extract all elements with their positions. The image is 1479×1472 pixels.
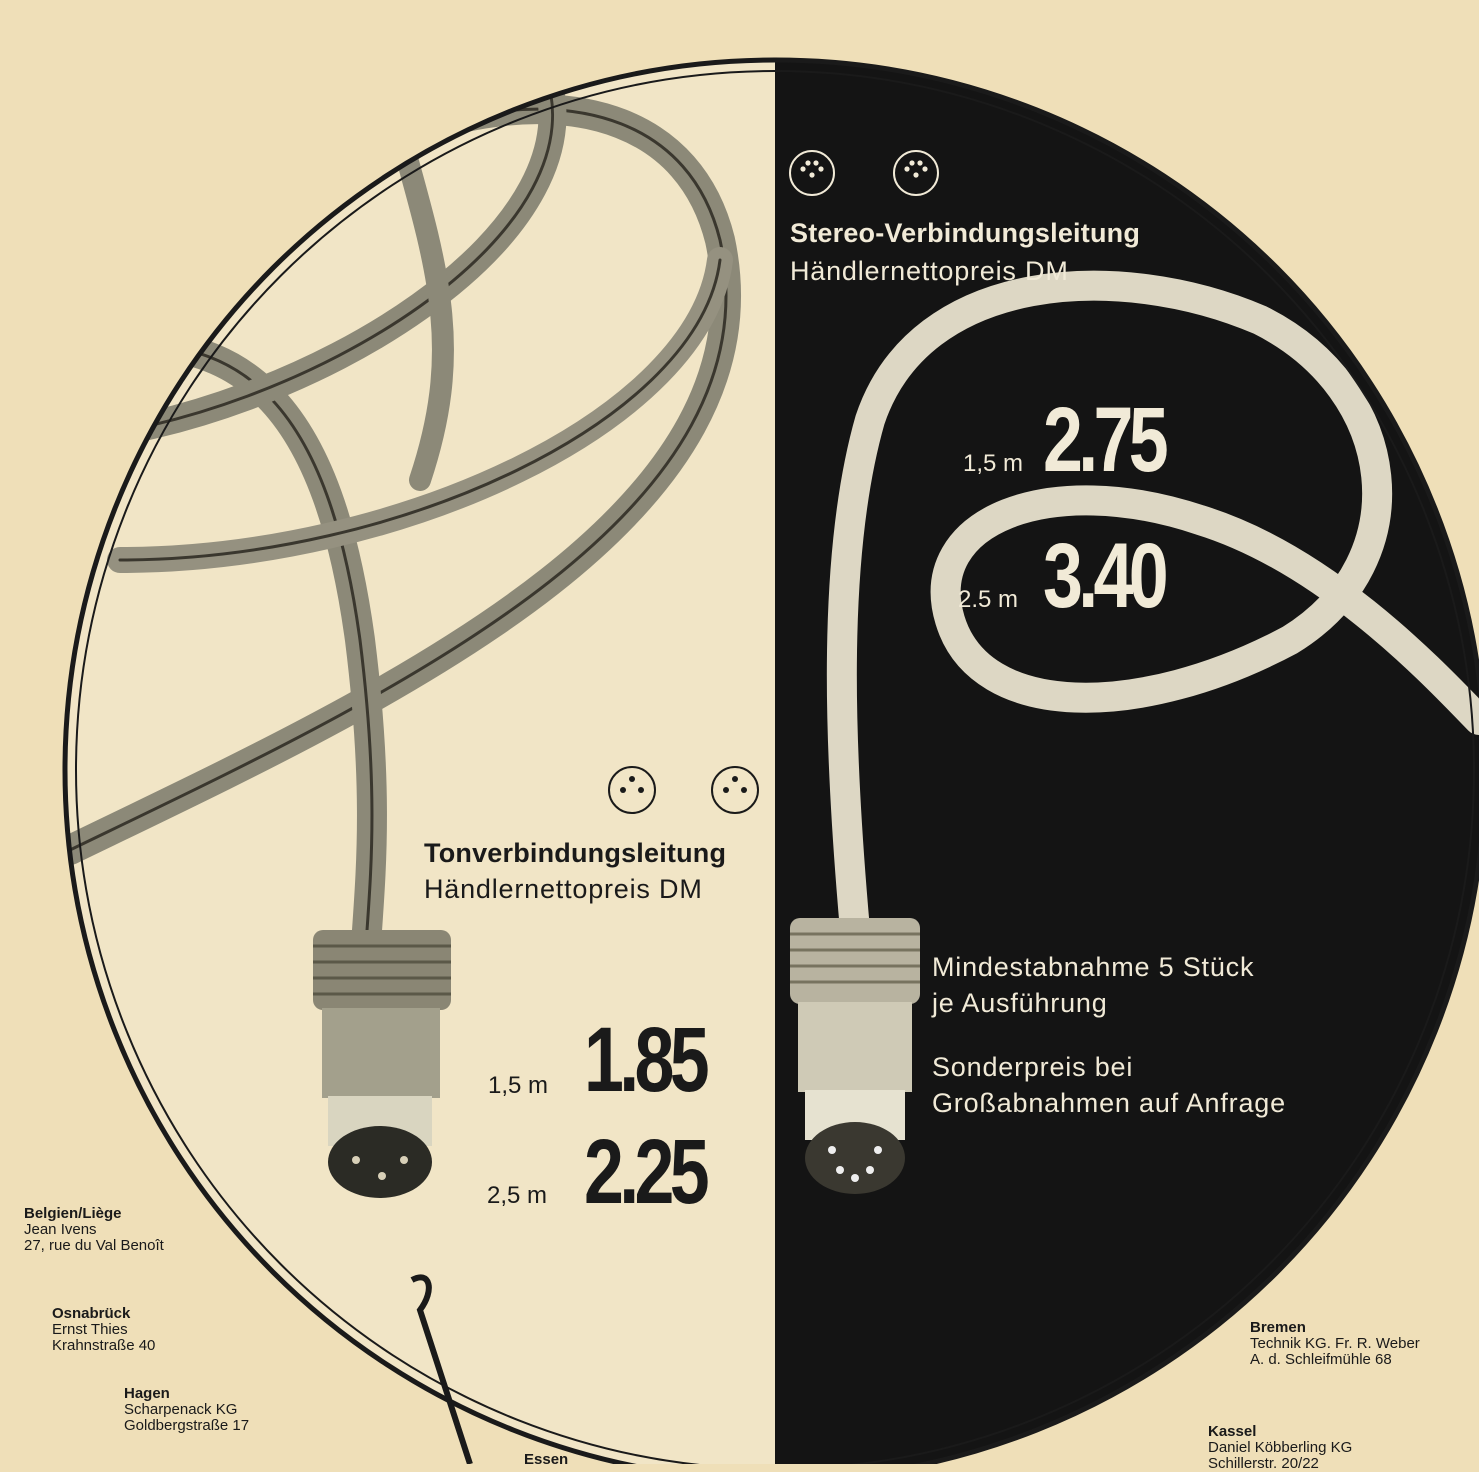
stereo-length-1: 1,5 m	[963, 450, 1024, 477]
din-5-pin-socket-icon	[789, 150, 835, 196]
dealer-city: Essen	[524, 1451, 569, 1468]
dealer-name: Jean Ivens	[24, 1221, 97, 1238]
dealer-city: Bremen	[1250, 1319, 1306, 1336]
min-order-line-2: je Ausführung	[932, 988, 1108, 1018]
dealer-street: A. d. Schleifmühle 68	[1250, 1351, 1392, 1368]
dealer-name: Technik KG. Fr. R. Weber	[1250, 1335, 1420, 1352]
dealer-city: Belgien/Liège	[24, 1205, 122, 1222]
din-3-pin-socket-icon	[711, 766, 759, 814]
mono-subtitle: Händlernettopreis DM	[424, 874, 703, 904]
dealer-belgien: Belgien/Liège Jean Ivens 27, rue du Val …	[24, 1206, 164, 1254]
din-3-pin-socket-icon	[608, 766, 656, 814]
din-5-pin-socket-icon	[893, 150, 939, 196]
stereo-price-1: 2.75	[1043, 389, 1169, 491]
dealer-kassel: Kassel Daniel Köbberling KG Schillerstr.…	[1208, 1424, 1352, 1472]
mono-title: Tonverbindungsleitung	[424, 838, 727, 868]
dealer-city: Osnabrück	[52, 1305, 131, 1322]
special-price-line-2: Großabnahmen auf Anfrage	[932, 1088, 1286, 1118]
mono-price-1: 1.85	[584, 1009, 710, 1111]
mono-price-2: 2.25	[584, 1121, 710, 1223]
mono-length-1: 1,5 m	[488, 1072, 549, 1099]
circle-outline	[62, 57, 1479, 1464]
special-price-line-1: Sonderpreis bei	[932, 1052, 1134, 1082]
stereo-title: Stereo-Verbindungsleitung	[790, 218, 1141, 248]
dealer-city: Kassel	[1208, 1423, 1257, 1440]
dealer-name: Daniel Köbberling KG	[1208, 1439, 1353, 1456]
dealer-name: Scharpenack KG	[124, 1401, 238, 1418]
dealer-hagen: Hagen Scharpenack KG Goldbergstraße 17	[124, 1386, 249, 1434]
stereo-price-2: 3.40	[1043, 525, 1169, 627]
dealer-street: Krahnstraße 40	[52, 1337, 156, 1354]
stereo-subtitle: Händlernettopreis DM	[790, 256, 1069, 286]
dealer-street: Schillerstr. 20/22	[1208, 1455, 1319, 1472]
pointer-line	[410, 1274, 473, 1464]
mono-length-2: 2,5 m	[487, 1182, 548, 1209]
dealer-essen: Essen	[524, 1452, 568, 1468]
stereo-length-2: 2.5 m	[958, 586, 1019, 613]
dealer-osnabrueck: Osnabrück Ernst Thies Krahnstraße 40	[52, 1306, 155, 1354]
min-order-line-1: Mindestabnahme 5 Stück	[932, 952, 1255, 982]
dealer-bremen: Bremen Technik KG. Fr. R. Weber A. d. Sc…	[1250, 1320, 1420, 1368]
din-plug-mono	[313, 930, 451, 1198]
flat-cable-loops	[65, 60, 741, 975]
dealer-name: Ernst Thies	[52, 1321, 128, 1338]
din-plug-stereo	[790, 918, 920, 1194]
dealer-street: Goldbergstraße 17	[124, 1417, 250, 1434]
dealer-street: 27, rue du Val Benoît	[24, 1237, 164, 1254]
dealer-city: Hagen	[124, 1385, 170, 1402]
